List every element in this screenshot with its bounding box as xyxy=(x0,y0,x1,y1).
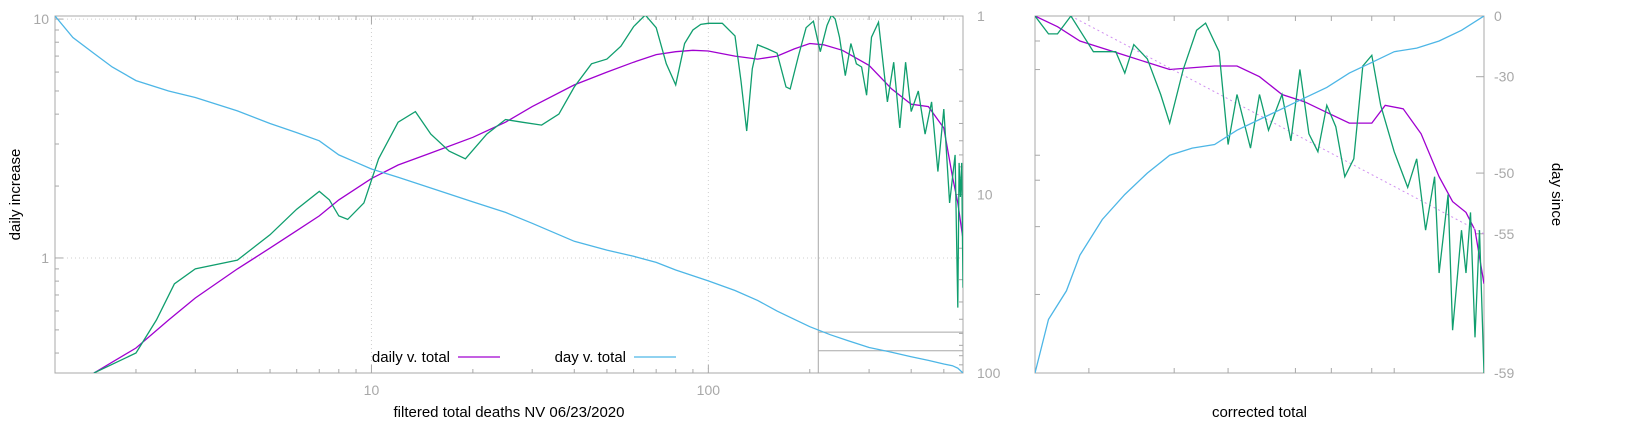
legend-label: daily v. total xyxy=(372,349,450,366)
legend-label: day v. total xyxy=(555,349,626,366)
left-plot: 10 100 1 10 1 10 100 filtered total deaths NV 0… xyxy=(7,8,1001,421)
y-tick-label: 1 xyxy=(41,250,49,266)
series-line-2 xyxy=(55,16,963,373)
x-tick-label: 100 xyxy=(697,382,721,398)
y-tick-label: 10 xyxy=(33,11,49,27)
series-line-3 xyxy=(1035,16,1484,373)
y2-tick-label: 0 xyxy=(1494,8,1502,24)
y2-tick-label: 1 xyxy=(977,8,985,24)
series-line-0 xyxy=(93,42,963,373)
y2-tick-label: 100 xyxy=(977,365,1001,381)
x-axis-title: corrected total xyxy=(1212,404,1307,421)
y-axis-title: daily increase xyxy=(7,149,24,241)
plot-frame xyxy=(54,15,964,374)
series-line-1 xyxy=(93,16,963,373)
x-axis-title: filtered total deaths NV 06/23/2020 xyxy=(394,404,625,421)
series-line-0 xyxy=(1035,16,1484,284)
y2-tick-label: -50 xyxy=(1494,165,1514,181)
plot-frame xyxy=(1034,15,1485,374)
y2-tick-label: -30 xyxy=(1494,69,1514,85)
y2-tick-label: -59 xyxy=(1494,365,1514,381)
y2-axis-title: day since xyxy=(1548,163,1565,226)
x-tick-label: 10 xyxy=(364,382,380,398)
y2-tick-label: 10 xyxy=(977,187,993,203)
series-line-2 xyxy=(1035,16,1484,373)
y2-tick-label: -55 xyxy=(1494,226,1514,242)
right-plot: 0 -30 -50 -55 -59 corrected total day since xyxy=(1034,8,1565,421)
